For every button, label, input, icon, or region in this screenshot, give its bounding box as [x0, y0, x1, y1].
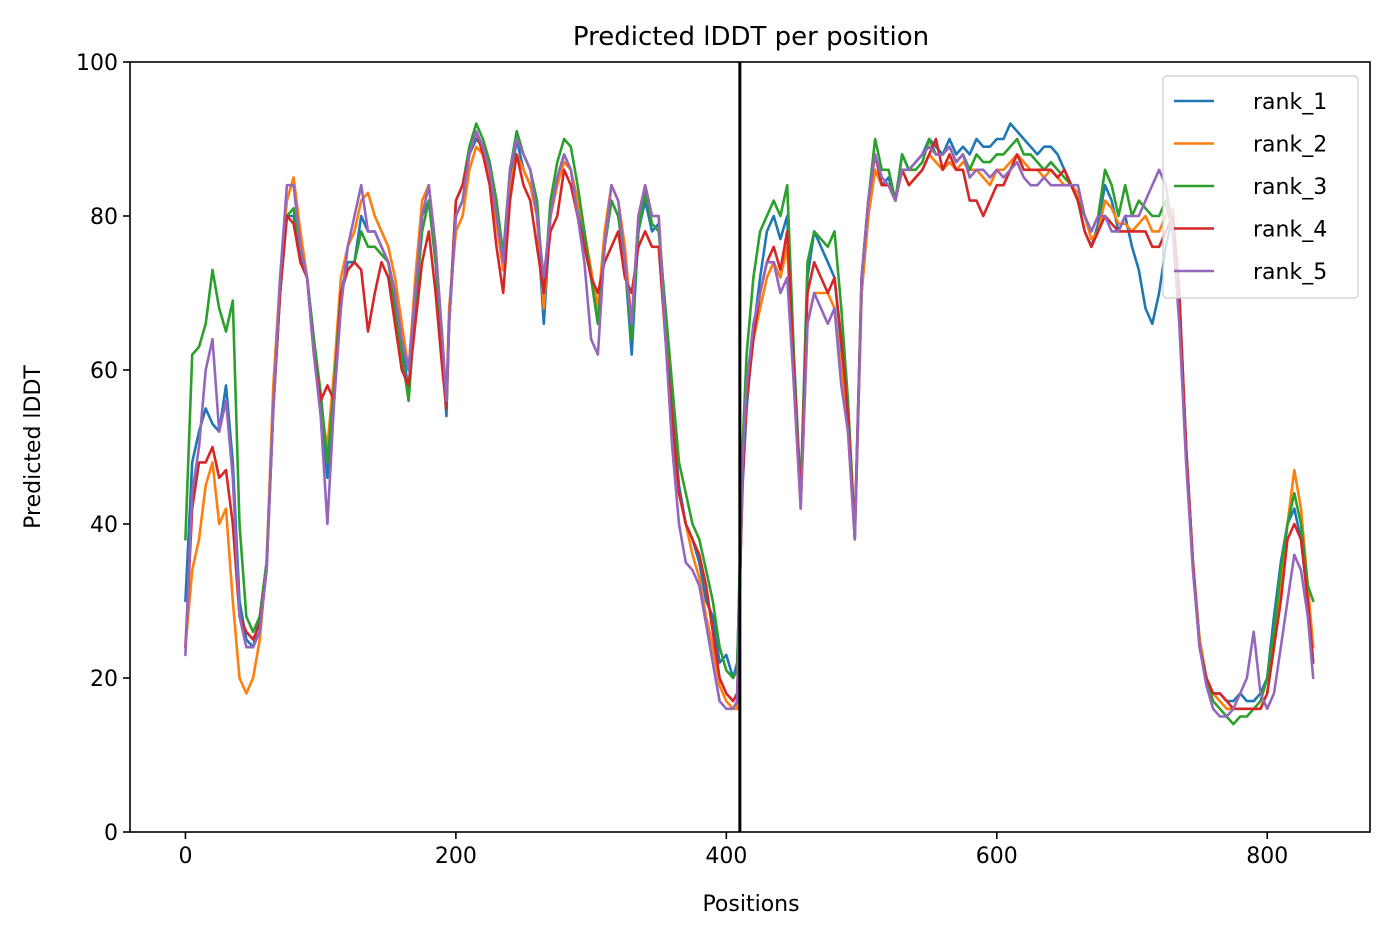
y-tick-label: 40	[90, 513, 118, 538]
legend-label: rank_2	[1253, 133, 1327, 158]
y-tick-label: 80	[90, 205, 118, 230]
legend-label: rank_3	[1253, 175, 1327, 200]
chart-title: Predicted lDDT per position	[573, 22, 929, 52]
x-tick-label: 800	[1246, 844, 1288, 869]
legend-label: rank_5	[1253, 260, 1327, 285]
y-tick-label: 60	[90, 359, 118, 384]
legend-label: rank_1	[1253, 90, 1327, 115]
legend-label: rank_4	[1253, 218, 1327, 243]
x-tick-label: 200	[435, 844, 477, 869]
plot-frame	[129, 61, 1371, 833]
x-tick-label: 0	[178, 844, 192, 869]
y-tick-label: 0	[104, 821, 118, 846]
legend-box	[1162, 75, 1359, 299]
series-lines	[184, 122, 1315, 726]
x-tick-label: 400	[705, 844, 747, 869]
x-tick-label: 600	[976, 844, 1018, 869]
y-axis-label: Predicted lDDT	[21, 365, 46, 529]
y-tick-label: 100	[76, 51, 118, 76]
series-line-rank-5	[184, 130, 1315, 718]
x-axis-ticks: 0 200 400 600 800	[178, 832, 1288, 869]
y-tick-label: 20	[90, 667, 118, 692]
legend: rank_1 rank_2 rank_3 rank_4 rank_5	[1162, 75, 1359, 299]
y-axis-ticks: 0 20 40 60 80 100	[76, 51, 130, 846]
x-axis-label: Positions	[702, 892, 799, 917]
